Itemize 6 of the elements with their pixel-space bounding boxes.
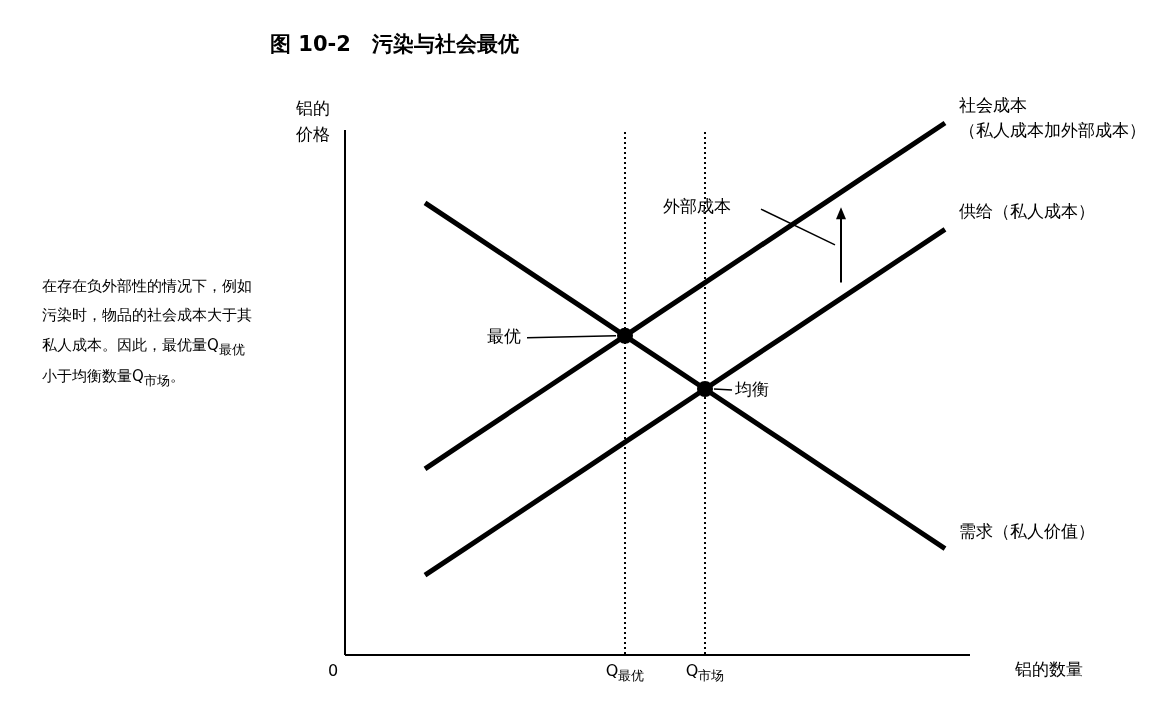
xlabel: 铝的数量 bbox=[1015, 658, 1083, 681]
ylabel: 铝的价格 bbox=[296, 97, 331, 146]
annotation: 最优 bbox=[486, 324, 521, 348]
annotation: 在存在负外部性的情况下，例如污染时，物品的社会成本大于其私人成本。因此，最优量Q$_{最优}$小于均衡数量Q$_{市场}$。 bbox=[42, 276, 253, 390]
title: 图 10-2 污染与社会最优 bbox=[270, 31, 519, 58]
annotation: 均衡 bbox=[735, 378, 769, 401]
